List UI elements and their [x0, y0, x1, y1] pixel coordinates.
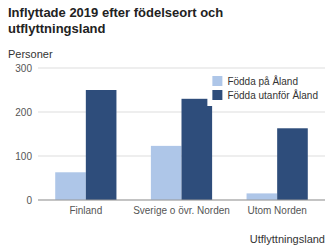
y-axis-label: Personer [8, 48, 53, 60]
y-tick-label: 0 [26, 195, 32, 206]
y-tick-label: 200 [15, 107, 32, 118]
bars [55, 90, 308, 200]
bar [247, 193, 278, 200]
title: Inflyttade 2019 efter födelseort ochutfl… [8, 5, 223, 36]
page: {"chart_data": {"type": "bar", "title": … [0, 0, 335, 250]
legend-swatch [212, 90, 222, 100]
y-tick-label: 100 [15, 151, 32, 162]
bar [86, 90, 117, 200]
bar [151, 146, 182, 200]
x-tick-label: Sverige o övr. Norden [133, 205, 230, 216]
bar [277, 128, 308, 200]
grid-line [38, 68, 325, 69]
legend-swatch [212, 76, 222, 86]
x-axis-label: Utflyttningsland [250, 233, 325, 245]
bar [55, 172, 86, 200]
x-tick-label: Finland [69, 205, 102, 216]
legend-label: Födda på Åland [227, 75, 298, 87]
bar [182, 99, 213, 200]
chart-container: Inflyttade 2019 efter födelseort ochutfl… [0, 0, 335, 250]
x-tick-label: Utom Norden [247, 205, 306, 216]
legend: Födda på Åland Födda utanför Åland [207, 70, 323, 106]
legend-background [207, 70, 323, 106]
y-tick-label: 300 [15, 63, 32, 74]
legend-label: Födda utanför Åland [227, 89, 318, 101]
title-line: utflyttningsland [8, 21, 106, 36]
chart-svg: Inflyttade 2019 efter födelseort ochutfl… [0, 0, 335, 250]
grid-line [38, 200, 325, 201]
x-axis-line [38, 200, 325, 201]
title-line: Inflyttade 2019 efter födelseort och [8, 5, 223, 20]
